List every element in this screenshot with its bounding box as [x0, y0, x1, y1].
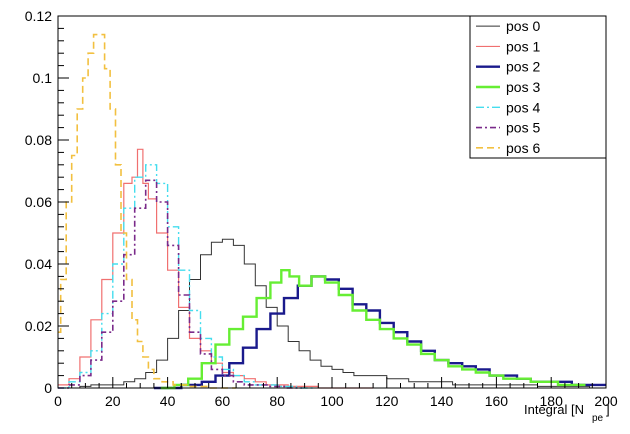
x-axis-title-subscript: pe — [592, 413, 604, 424]
x-tick-label: 0 — [54, 393, 62, 409]
legend-label: pos 1 — [506, 38, 540, 54]
legend-label: pos 6 — [506, 140, 540, 156]
series-line-pos-0 — [58, 238, 606, 389]
x-tick-label: 160 — [485, 393, 509, 409]
x-axis-title-main: Integral [N — [524, 402, 584, 417]
x-tick-label: 60 — [215, 393, 231, 409]
legend-label: pos 0 — [506, 18, 540, 34]
x-tick-label: 40 — [160, 393, 176, 409]
y-tick-label: 0.08 — [25, 132, 52, 148]
legend-label: pos 2 — [506, 59, 540, 75]
x-tick-label: 20 — [105, 393, 121, 409]
series-group — [58, 33, 606, 390]
series-line-pos-3 — [160, 269, 586, 390]
axes-group: 0 20 40 60 80 100 120 140 160 180 200 0 0.02 0.04 0.06… — [25, 8, 618, 409]
legend: pos 0 pos 1 pos 2 pos 3 pos 4 pos 5 pos 6 — [469, 15, 607, 159]
x-tick-label: 120 — [375, 393, 399, 409]
legend-label: pos 4 — [506, 99, 540, 115]
x-tick-label: 100 — [320, 393, 344, 409]
x-tick-label: 140 — [430, 393, 454, 409]
series-line-pos-5 — [58, 179, 302, 389]
series-line-pos-2 — [153, 275, 606, 390]
y-tick-label: 0 — [44, 380, 52, 396]
series-line-pos-6 — [58, 33, 237, 389]
legend-label: pos 3 — [506, 79, 540, 95]
y-tick-label: 0.06 — [25, 194, 52, 210]
x-tick-label: 200 — [594, 393, 618, 409]
series-line-pos-4 — [58, 164, 313, 389]
y-tick-label: 0.12 — [25, 8, 52, 24]
x-tick-label: 180 — [540, 393, 564, 409]
y-tick-label: 0.02 — [25, 318, 52, 334]
y-tick-label: 0.1 — [33, 70, 53, 86]
x-axis-title-close: ] — [606, 402, 610, 417]
x-tick-label: 80 — [269, 393, 285, 409]
y-tick-label: 0.04 — [25, 256, 52, 272]
x-axis-title: Integral [N pe ] — [524, 402, 610, 424]
legend-label: pos 5 — [506, 120, 540, 136]
